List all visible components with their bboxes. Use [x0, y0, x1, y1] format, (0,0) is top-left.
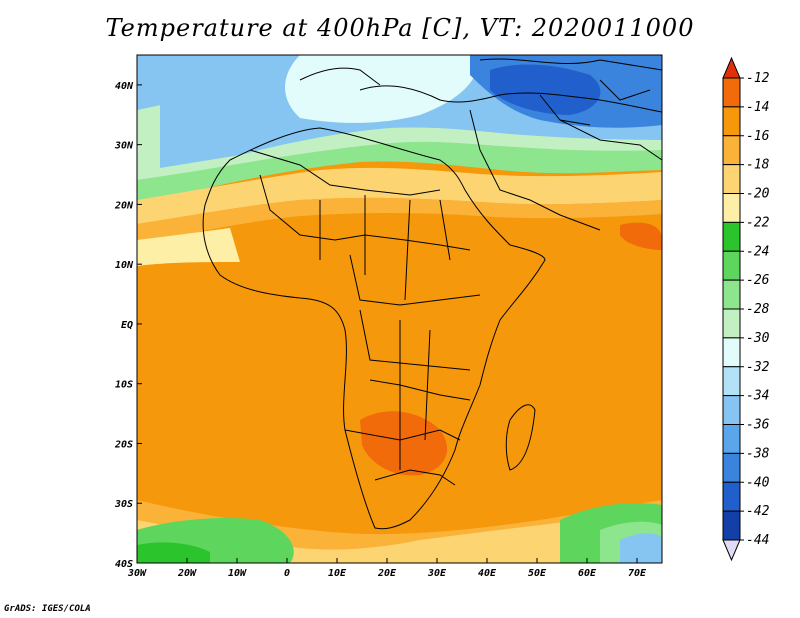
grads-credit: GrADS: IGES/COLA	[4, 604, 91, 614]
colorbar-tick-label: -30	[746, 331, 770, 346]
colorbar-swatch	[722, 424, 741, 454]
lon-tick-label: 0	[284, 568, 290, 579]
lat-tick-label: 40N	[115, 81, 134, 92]
plot-frame	[136, 54, 663, 564]
colorbar-tick-label: -16	[746, 129, 770, 144]
lat-tick-label: 30N	[114, 141, 134, 152]
colorbar-tick-label: -42	[746, 504, 770, 519]
colorbar-swatch	[722, 164, 741, 194]
lat-tick-label: 20N	[114, 200, 134, 211]
lon-tick-label: 10W	[228, 568, 247, 579]
lat-tick-label: 10N	[115, 260, 134, 271]
colorbar-tick-label: -12	[746, 71, 770, 86]
colorbar-tick-label: -22	[746, 215, 770, 230]
colorbar-swatch	[722, 510, 741, 541]
colorbar-tick-label: -34	[746, 389, 769, 404]
colorbar-top-arrow	[722, 56, 741, 79]
colorbar-tick-label: -18	[746, 158, 770, 173]
latitude-axis: 40N 30N 20N 10N EQ 10S 20S 30S 40S	[114, 81, 142, 570]
lon-tick-label: 30W	[127, 568, 147, 579]
colorbar-tick-label: -14	[746, 100, 769, 115]
colorbar-swatch	[722, 366, 741, 397]
colorbar-swatch	[722, 135, 741, 166]
colorbar-swatch	[722, 221, 741, 252]
lat-tick-label: EQ	[121, 320, 133, 331]
lat-tick-label: 30S	[114, 499, 133, 510]
colorbar-tick-label: -38	[746, 446, 770, 461]
temperature-field	[137, 55, 662, 563]
colorbar-swatch	[722, 481, 741, 512]
colorbar-tick-label: -44	[746, 533, 769, 548]
lon-tick-label: 60E	[578, 568, 597, 579]
lon-tick-label: 10E	[328, 568, 347, 579]
colorbar-swatch	[722, 395, 741, 425]
colorbar: -12 -14 -16 -18 -20 -22 -24 -26 -28 -30 -32 -34 -36 -…	[722, 56, 770, 562]
colorbar-swatch	[722, 279, 741, 310]
lat-tick-label: 40S	[115, 559, 133, 570]
colorbar-tick-label: -20	[746, 187, 770, 202]
colorbar-bottom-arrow	[722, 539, 741, 562]
lat-tick-label: 20S	[114, 439, 133, 450]
colorbar-tick-label: -36	[746, 418, 770, 433]
colorbar-swatch	[722, 77, 741, 108]
lon-tick-label: 30E	[427, 568, 447, 579]
colorbar-tick-label: -28	[746, 302, 770, 317]
colorbar-tick-label: -24	[746, 244, 769, 259]
colorbar-swatch	[722, 106, 741, 137]
lon-tick-label: 20W	[177, 568, 197, 579]
colorbar-tick-label: -32	[746, 360, 770, 375]
lon-tick-label: 70E	[628, 568, 647, 579]
longitude-axis: 30W 20W 10W 0 10E 20E 30E 40E 50E 60E 70E	[127, 558, 647, 579]
lon-tick-label: 40E	[478, 568, 497, 579]
colorbar-tick-label: -26	[746, 273, 770, 288]
lat-tick-label: 10S	[115, 380, 133, 391]
lon-tick-label: 20E	[377, 568, 397, 579]
colorbar-tick-label: -40	[746, 475, 770, 490]
colorbar-swatch	[722, 250, 741, 281]
country-boundaries	[202, 58, 662, 530]
map-title: Temperature at 400hPa [C], VT: 202001100…	[105, 14, 695, 42]
colorbar-swatch	[722, 452, 741, 483]
lon-tick-label: 50E	[528, 568, 547, 579]
colorbar-swatch	[722, 308, 741, 339]
colorbar-swatch	[722, 193, 741, 223]
colorbar-swatch	[722, 337, 741, 368]
